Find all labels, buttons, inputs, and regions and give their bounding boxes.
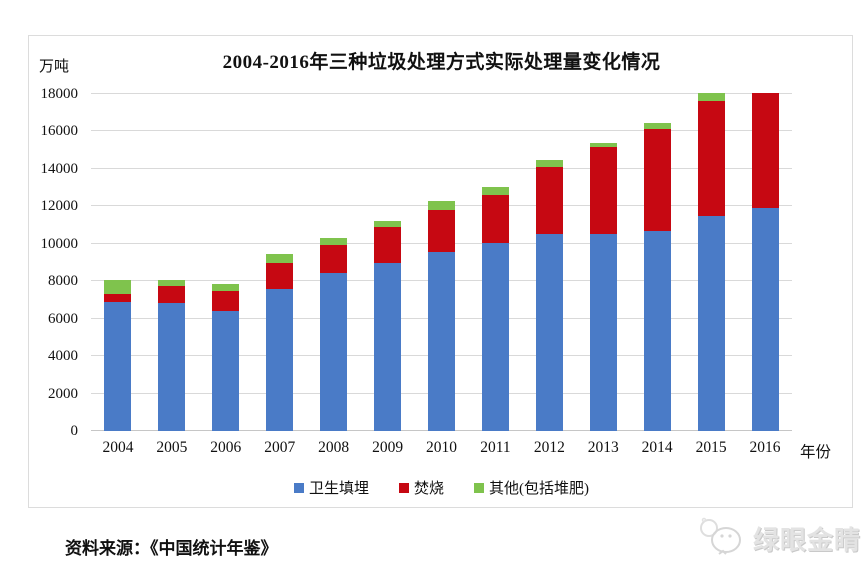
legend-swatch-icon — [399, 482, 409, 493]
gridline — [91, 130, 792, 132]
bar-segment-2006 — [212, 311, 240, 431]
bar-segment-2014 — [643, 230, 671, 431]
bar-segment-2012 — [535, 159, 563, 168]
x-tick-label: 2007 — [264, 439, 296, 456]
chart-panel: 2004-2016年三种垃圾处理方式实际处理量变化情况 万吨 年份 卫生填埋 焚烧… — [28, 35, 853, 508]
x-tick-label: 2013 — [587, 439, 619, 456]
bar-segment-2009 — [374, 226, 402, 264]
bar-segment-2015 — [697, 93, 725, 101]
chart-title: 2004-2016年三种垃圾处理方式实际处理量变化情况 — [222, 52, 661, 73]
chart-legend: 卫生填埋 焚烧 其他(包括堆肥) — [91, 477, 792, 498]
bar-segment-2013 — [589, 234, 617, 431]
bar-segment-2006 — [212, 284, 240, 291]
legend-label: 卫生填埋 — [308, 481, 369, 497]
bar-segment-2010 — [428, 200, 455, 211]
bar-segment-2005 — [158, 280, 186, 286]
bar-segment-2016 — [751, 93, 779, 209]
bar-segment-2007 — [266, 254, 294, 263]
x-tick-label: 2009 — [372, 439, 404, 456]
x-tick-label: 2008 — [318, 439, 350, 456]
y-tick-label: 12000 — [40, 198, 79, 215]
legend-item: 卫生填埋 — [293, 477, 369, 498]
bar-segment-2005 — [158, 285, 186, 303]
y-tick-label: 10000 — [40, 235, 79, 252]
bar-segment-2009 — [374, 221, 402, 227]
legend-label: 焚烧 — [414, 481, 445, 497]
bar-segment-2013 — [589, 142, 617, 148]
bar-segment-2016 — [751, 208, 779, 431]
y-tick-label: 0 — [70, 423, 79, 439]
legend-item: 焚烧 — [399, 477, 444, 498]
y-tick-label: 2000 — [48, 385, 78, 402]
x-tick-label: 2006 — [210, 439, 242, 456]
bar-segment-2013 — [589, 147, 617, 235]
bar-segment-2015 — [697, 215, 725, 431]
bar-segment-2012 — [535, 234, 563, 431]
x-tick-label: 2012 — [533, 439, 565, 456]
legend-swatch-icon — [293, 482, 304, 493]
bar-segment-2014 — [643, 123, 671, 129]
gridline — [91, 167, 792, 169]
bar-segment-2015 — [697, 100, 725, 216]
x-tick-label: 2004 — [102, 439, 134, 456]
bar-segment-2011 — [481, 242, 509, 431]
x-tick-label: 2016 — [749, 439, 781, 456]
legend-swatch-icon — [474, 482, 485, 493]
bar-segment-2007 — [266, 262, 294, 289]
bar-segment-2004 — [104, 294, 132, 302]
x-tick-label: 2015 — [695, 439, 727, 456]
y-tick-label: 16000 — [40, 123, 79, 140]
x-tick-label: 2011 — [480, 439, 511, 456]
bar-segment-2014 — [643, 128, 671, 231]
legend-label: 其他(包括堆肥) — [489, 481, 590, 497]
legend-item: 其他(包括堆肥) — [474, 477, 589, 498]
x-tick-label: 2010 — [425, 439, 457, 456]
bar-segment-2009 — [374, 263, 402, 431]
watermark-logo-icon — [700, 517, 741, 555]
bar-segment-2004 — [104, 280, 132, 295]
y-axis-unit-label: 万吨 — [39, 59, 70, 75]
bar-segment-2010 — [428, 210, 455, 253]
watermark: 绿眼金睛 — [695, 516, 861, 560]
x-axis-label: 年份 — [800, 444, 832, 461]
bar-segment-2007 — [266, 288, 294, 431]
watermark-text: 绿眼金睛 — [753, 525, 862, 555]
gridline — [91, 93, 792, 94]
bar-segment-2005 — [158, 302, 186, 431]
x-tick-label: 2014 — [641, 439, 673, 456]
bar-segment-2010 — [428, 252, 455, 431]
bar-segment-2011 — [481, 195, 509, 243]
bar-segment-2006 — [212, 290, 240, 312]
source-citation: 资料来源：《中国统计年鉴》 — [65, 539, 278, 558]
bar-segment-2008 — [320, 272, 348, 431]
y-tick-label: 18000 — [40, 86, 79, 102]
y-tick-label: 14000 — [40, 160, 79, 177]
x-tick-label: 2005 — [156, 439, 188, 456]
y-tick-label: 6000 — [48, 310, 78, 327]
bar-segment-2012 — [535, 167, 563, 235]
bar-segment-2004 — [104, 301, 132, 431]
y-tick-label: 4000 — [48, 348, 78, 365]
plot-area — [91, 93, 792, 431]
bar-segment-2008 — [320, 238, 348, 245]
bar-segment-2008 — [320, 244, 348, 273]
bar-segment-2011 — [481, 186, 509, 196]
y-tick-label: 8000 — [48, 273, 78, 290]
